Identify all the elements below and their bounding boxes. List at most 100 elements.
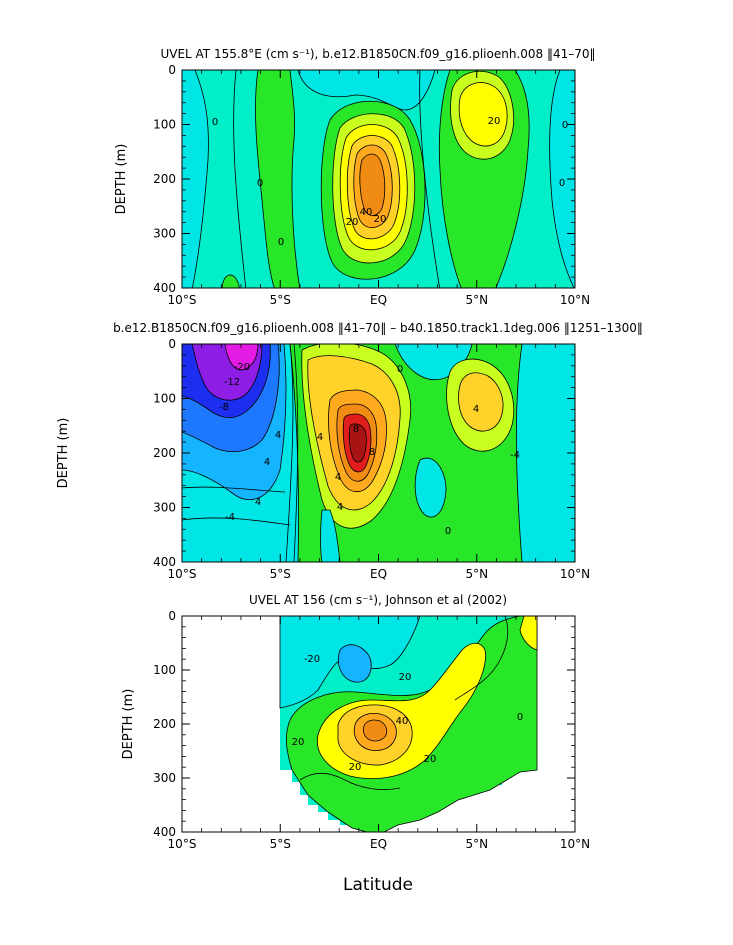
panel-2-filled-contours bbox=[182, 344, 575, 562]
contour-label: 0 bbox=[397, 364, 403, 375]
p1-green-column bbox=[255, 70, 301, 288]
contour-label: 4 bbox=[473, 404, 479, 415]
p3-sky-patch bbox=[338, 644, 372, 683]
x-tick-label: EQ bbox=[370, 567, 387, 581]
y-tick-label: 0 bbox=[168, 609, 176, 623]
contour-label: -4 bbox=[510, 450, 520, 461]
p2-right-gold bbox=[458, 372, 504, 432]
contour-label: 0 bbox=[559, 178, 565, 189]
x-tick-label: 10°N bbox=[560, 567, 590, 581]
p2-contour-line bbox=[293, 344, 299, 562]
p1-bottom-left-green bbox=[221, 274, 240, 288]
contour-label: 20 bbox=[346, 217, 359, 228]
x-tick-label: 10°N bbox=[560, 837, 590, 851]
y-tick-label: 300 bbox=[153, 501, 176, 515]
p2-small-cyan bbox=[414, 457, 447, 518]
contour-label: 40 bbox=[396, 716, 409, 727]
p3-contour-line bbox=[454, 616, 509, 701]
x-tick-label: 10°N bbox=[560, 293, 590, 307]
y-tick-label: 0 bbox=[168, 63, 176, 77]
p3-data-contours bbox=[279, 616, 538, 832]
p3-dark-orange-core bbox=[362, 719, 388, 742]
contour-label: 0 bbox=[445, 526, 451, 537]
x-tick-label: EQ bbox=[370, 293, 387, 307]
contour-label: -8 bbox=[219, 402, 229, 413]
contour-label: 0 bbox=[517, 712, 523, 723]
contour-label: -4 bbox=[225, 512, 235, 523]
p2-right-cyan bbox=[515, 344, 575, 562]
contour-label: 20 bbox=[292, 737, 305, 748]
panel-2-title: b.e12.B1850CN.f09_g16.plioenh.008 ‖41–70… bbox=[113, 321, 643, 335]
panel-3-ylabel: DEPTH (m) bbox=[121, 689, 136, 760]
y-tick-label: 300 bbox=[153, 227, 176, 241]
p1-central-core bbox=[359, 153, 386, 216]
contour-label: 20 bbox=[488, 116, 501, 127]
contour-label: 20 bbox=[349, 762, 362, 773]
y-tick-label: 400 bbox=[153, 555, 176, 569]
p1-right-yellow bbox=[458, 82, 508, 147]
panel-2-contour-labels: 4 4 4 4 4 4 4 8 8 0 0 -4 -4 -8 -12 -20 bbox=[219, 362, 520, 537]
contour-label: -20 bbox=[234, 362, 250, 373]
contour-label: 0 bbox=[562, 120, 568, 131]
p2-bottom-cyan bbox=[320, 509, 341, 562]
x-tick-label: 5°S bbox=[270, 837, 291, 851]
y-tick-label: 100 bbox=[153, 118, 176, 132]
panel-3-title: UVEL AT 156 (cm s⁻¹), Johnson et al (200… bbox=[249, 593, 507, 607]
p2-contour-line bbox=[285, 344, 294, 562]
contour-label: 4 bbox=[317, 432, 323, 443]
panel-2-contour-plot: b.e12.B1850CN.f09_g16.plioenh.008 ‖41–70… bbox=[56, 321, 643, 581]
y-tick-label: 0 bbox=[168, 337, 176, 351]
contour-label: 4 bbox=[255, 497, 261, 508]
contour-label: 4 bbox=[335, 472, 341, 483]
x-tick-label: 5°N bbox=[465, 567, 488, 581]
contour-label: 8 bbox=[369, 447, 375, 458]
x-tick-label: 5°N bbox=[465, 293, 488, 307]
panel-2-ylabel: DEPTH (m) bbox=[56, 418, 71, 489]
x-tick-label: 10°S bbox=[168, 293, 197, 307]
y-tick-label: 400 bbox=[153, 825, 176, 839]
x-axis-label: Latitude bbox=[343, 875, 413, 895]
p2-contour-line bbox=[182, 517, 291, 526]
p2-contour-line bbox=[182, 486, 286, 493]
p2-left-magenta bbox=[224, 344, 259, 371]
x-tick-label: 5°S bbox=[270, 293, 291, 307]
contour-label: 40 bbox=[360, 207, 373, 218]
panel-3-filled-contours bbox=[279, 616, 538, 832]
contour-label: 20 bbox=[424, 754, 437, 765]
p1-contour-line bbox=[233, 70, 247, 288]
panel-3-contour-labels: 0 -20 20 20 20 20 40 bbox=[292, 654, 524, 773]
y-tick-label: 100 bbox=[153, 663, 176, 677]
x-tick-label: 5°N bbox=[465, 837, 488, 851]
contour-label: 4 bbox=[264, 457, 270, 468]
contour-label: 20 bbox=[374, 214, 387, 225]
y-tick-label: 300 bbox=[153, 771, 176, 785]
y-tick-label: 100 bbox=[153, 392, 176, 406]
contour-label: 0 bbox=[278, 237, 284, 248]
panel-3-contour-plot: UVEL AT 156 (cm s⁻¹), Johnson et al (200… bbox=[121, 593, 590, 851]
p3-right-yellow bbox=[519, 616, 538, 651]
contour-label: 0 bbox=[257, 178, 263, 189]
contour-label: 20 bbox=[399, 672, 412, 683]
contour-label: 4 bbox=[275, 430, 281, 441]
p3-contour-line bbox=[299, 772, 401, 790]
contour-label: 4 bbox=[337, 502, 343, 513]
panel-1-title: UVEL AT 155.8°E (cm s⁻¹), b.e12.B1850CN.… bbox=[160, 47, 595, 61]
x-tick-label: 5°S bbox=[270, 567, 291, 581]
x-tick-label: 10°S bbox=[168, 837, 197, 851]
p1-top-cyan-blob bbox=[297, 70, 436, 111]
x-tick-label: EQ bbox=[370, 837, 387, 851]
panel-1-filled-contours bbox=[182, 70, 575, 288]
contour-label: 0 bbox=[212, 117, 218, 128]
y-tick-label: 400 bbox=[153, 281, 176, 295]
panel-1-ylabel: DEPTH (m) bbox=[114, 144, 129, 215]
contour-label: 8 bbox=[353, 424, 359, 435]
p1-contour-line bbox=[419, 70, 441, 288]
panel-1-contour-plot: UVEL AT 155.8°E (cm s⁻¹), b.e12.B1850CN.… bbox=[114, 47, 596, 307]
y-tick-label: 200 bbox=[153, 717, 176, 731]
y-tick-label: 200 bbox=[153, 446, 176, 460]
